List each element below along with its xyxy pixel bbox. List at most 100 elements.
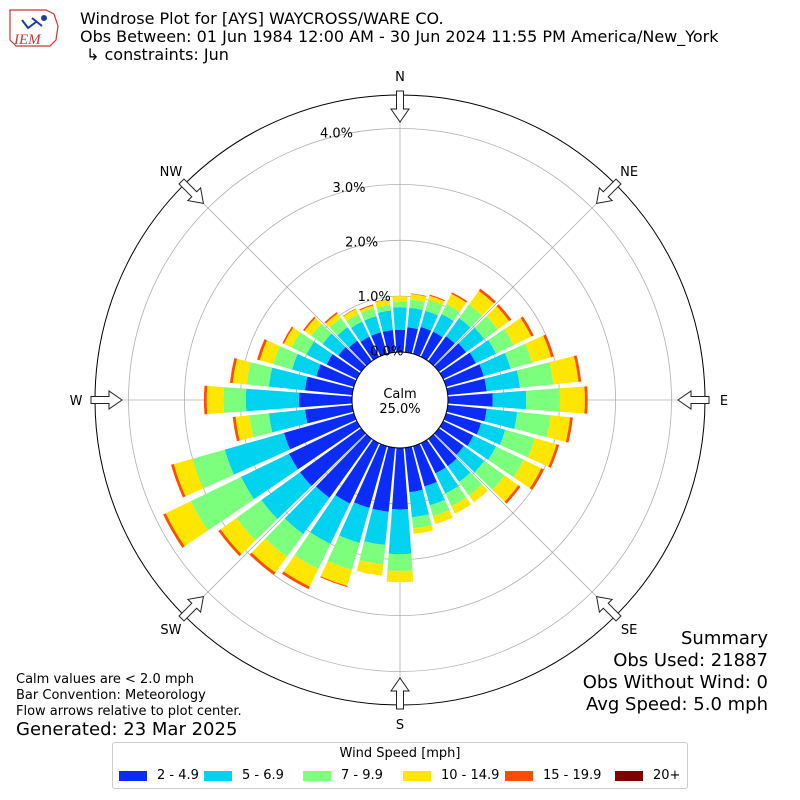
wind-bar-segment [432,510,453,525]
legend-swatch [119,770,147,781]
wind-bar-segment [249,413,273,438]
wind-bar-segment [584,386,588,414]
wind-bar-segment [310,495,350,544]
wind-bar-segment [353,443,387,509]
wind-bar-segment [543,334,554,358]
summary-obs-without-wind: Obs Without Wind: 0 [582,672,768,693]
spoke-gridline [184,399,401,616]
wind-bar-segment [376,305,391,313]
wind-bar-segment [443,413,482,435]
wind-bar-segment [504,343,533,369]
wind-bar-segment [445,485,467,507]
wind-bar-segment [171,464,186,498]
wind-bar-segment [411,514,432,529]
wind-bar-segment [428,295,445,306]
flow-arrow-shape [90,390,123,410]
wind-bar-segment [298,392,353,408]
flow-arrow-icon [90,390,123,410]
wind-bar-segment [364,316,381,336]
wind-bar-segment [342,308,357,317]
wind-bar-segment [388,509,412,555]
wind-bar-segment [439,352,476,380]
radial-tick-label: 1.0% [358,290,391,305]
flow-arrow-shape [390,90,410,123]
legend-swatch [204,770,232,781]
wind-bar-segment [291,332,315,355]
wind-bar-segment [424,482,445,506]
wind-bar-segment [420,310,438,331]
legend-swatch [615,770,643,781]
flow-arrow-shape [595,595,622,622]
chart-constraints: ↳ constraints: Jun [86,45,229,64]
wind-bar-segment [223,387,247,413]
wind-bar-segment [393,307,407,330]
wind-bar-segment [467,435,497,460]
flow-arrow-icon [390,90,410,123]
wind-bar-segment [273,345,298,370]
flow-arrow-icon [178,595,205,622]
calm-circle [351,351,449,449]
wind-bar-segment [488,329,514,354]
radial-tick-label: 4.0% [320,127,353,142]
wind-bar-segment [451,292,468,303]
legend-item: 7 - 9.9 [303,768,383,783]
wind-bar-segment [236,499,278,541]
wind-bar-segment [377,310,393,332]
wind-bar-segment [326,354,361,380]
radial-tick-label: 0.0% [370,344,403,359]
wind-bar-segment [337,327,358,348]
wind-bar-segment [299,428,366,487]
wind-bar-segment [283,555,319,587]
wind-bar-segment [410,293,427,297]
wind-bar-segment [320,576,348,588]
compass-label: SW [160,623,181,638]
wind-bar-segment [499,429,535,458]
wind-bar-segment [428,336,455,366]
wind-bar-segment [218,529,242,557]
wind-bar-segment [259,340,280,365]
wind-bar-segment [386,570,414,583]
legend-title: Wind Speed [mph] [339,746,461,761]
radial-tick-label: 3.0% [332,181,365,196]
wind-bar-segment [439,420,474,446]
wind-bar-segment [446,318,471,344]
legend-item: 20+ [615,768,680,783]
wind-bar-segment [165,501,208,547]
wind-bar-segment [429,499,450,517]
wind-bar-segment [548,444,560,468]
wind-bar-segment [190,476,255,531]
wind-bar-segment [446,404,487,422]
wind-bar-segment [163,513,185,548]
wind-bar-segment [434,428,464,455]
wind-bar-segment [456,446,485,473]
wind-bar-segment [351,321,370,342]
wind-bar-segment [338,347,366,372]
wind-bar-segment [435,467,459,494]
wind-bar-segment [359,305,374,313]
wind-bar-segment [492,475,519,502]
wind-bar-segment [261,472,312,520]
flow-note: Flow arrows relative to plot center. [16,704,242,719]
wind-bar-segment [546,415,571,442]
wind-bar-segment [339,502,370,543]
wind-bar-segment [549,356,579,385]
wind-bar-segment [291,353,321,377]
wind-bar-segment [283,327,301,348]
wind-bar-segment [433,314,454,338]
legend-swatch [303,770,331,781]
wind-bar-segment [192,449,234,489]
wind-bar-segment [343,309,359,322]
wind-bar-segment [349,340,372,366]
wind-bar-segment [447,393,493,407]
wind-bar-segment [468,484,488,503]
wind-bar-segment [516,362,554,388]
wind-bar-segment [283,413,357,450]
wind-bar-segment [303,316,316,332]
wind-bar-segment [282,326,294,344]
wind-bar-segment [443,364,484,387]
wind-bar-segment [565,417,573,443]
wind-bar-segment [356,560,384,576]
wind-bar-segment [206,385,224,415]
wind-bar-segment [311,323,332,345]
